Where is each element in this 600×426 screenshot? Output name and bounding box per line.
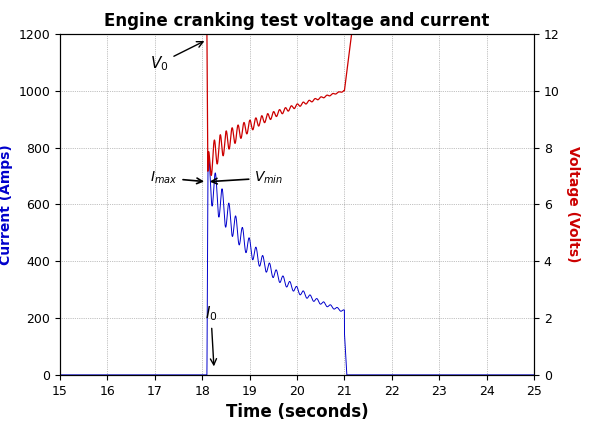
Text: $I_{max}$: $I_{max}$ [150,170,202,186]
Text: $I_0$: $I_0$ [205,304,217,365]
X-axis label: Time (seconds): Time (seconds) [226,403,368,421]
Text: $V_{min}$: $V_{min}$ [212,170,284,186]
Y-axis label: Voltage (Volts): Voltage (Volts) [566,146,580,263]
Text: $V_0$: $V_0$ [150,42,203,73]
Title: Engine cranking test voltage and current: Engine cranking test voltage and current [104,12,490,30]
Y-axis label: Current (Amps): Current (Amps) [0,144,13,265]
